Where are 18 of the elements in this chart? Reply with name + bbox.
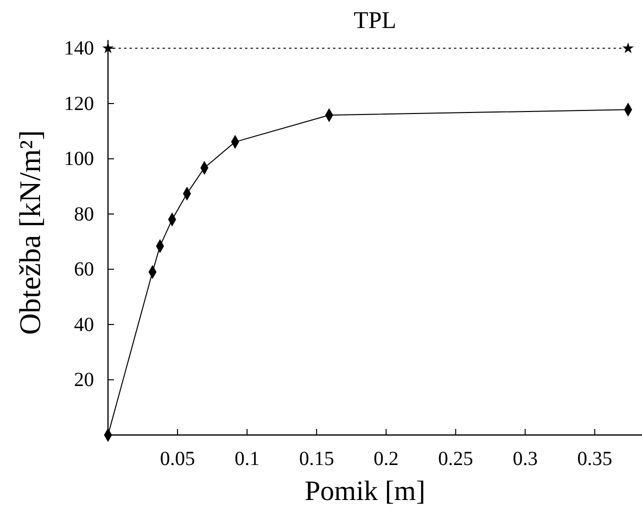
x-tick-label: 0.25 xyxy=(438,448,474,470)
y-tick-label: 80 xyxy=(74,203,94,226)
y-tick-label: 120 xyxy=(64,92,94,115)
x-tick-label: 0.15 xyxy=(299,448,334,470)
y-tick-label: 140 xyxy=(64,38,94,60)
point xyxy=(622,42,634,54)
y-tick-label: 40 xyxy=(74,314,94,336)
y-tick-label: 20 xyxy=(74,369,94,392)
x-tick-label: 0.1 xyxy=(234,448,260,470)
y-tick-label: 60 xyxy=(74,258,94,281)
x-tick-label: 0.2 xyxy=(374,448,399,470)
x-tick-label: 0.05 xyxy=(160,448,196,470)
chart-title: TPL xyxy=(354,8,396,34)
y-tick-label: 100 xyxy=(64,148,94,170)
x-axis-title: Pomik [m] xyxy=(304,476,426,507)
x-tick-label: 0.35 xyxy=(577,448,612,470)
y-axis-title: Obtežba [kN/m²] xyxy=(14,130,47,335)
x-tick-label: 0.3 xyxy=(512,448,538,470)
